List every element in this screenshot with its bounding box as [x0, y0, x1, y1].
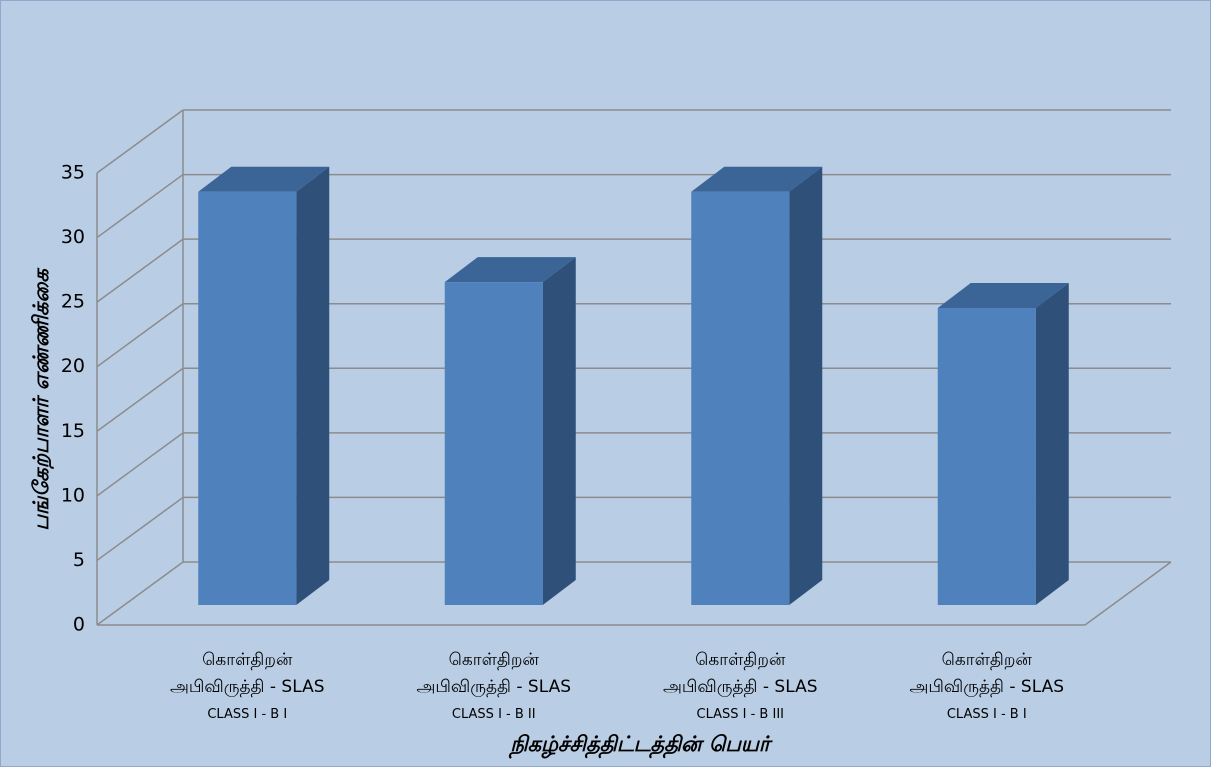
y-tick-label: 20	[61, 355, 85, 377]
x-tick-label: கொள்திறன் அபிவிருத்தி - SLAS CLASS I - B I	[170, 650, 325, 722]
grid-line-side	[96, 561, 184, 626]
bar-side	[789, 166, 823, 605]
bar-front	[444, 282, 543, 605]
x-tick-label: கொள்திறன் அபிவிருத்தி - SLAS CLASS I - B I…	[416, 650, 571, 722]
y-tick-label: 0	[73, 614, 85, 636]
x-tick-label-line: அபிவிருத்தி - SLAS	[909, 677, 1064, 697]
x-tick-label-line: கொள்திறன்	[449, 650, 540, 670]
bar	[937, 282, 1069, 605]
y-tick-label: 10	[61, 484, 85, 506]
x-tick-label-line: CLASS I - B III	[697, 707, 785, 722]
bar-side	[296, 166, 330, 605]
x-tick-label-line: அபிவிருத்தி - SLAS	[170, 677, 325, 697]
y-tick-label: 35	[61, 162, 85, 184]
x-tick-label-line: கொள்திறன்	[695, 650, 786, 670]
grid-line-side	[96, 303, 184, 368]
bar-top	[691, 166, 823, 192]
grid-line-side	[96, 173, 184, 239]
grid-line-side	[96, 238, 184, 303]
bar-side	[1035, 282, 1069, 605]
y-tick-label: 30	[61, 226, 85, 248]
bar	[444, 257, 576, 605]
x-tick-label-line: CLASS I - B I	[947, 707, 1027, 722]
bar-top	[937, 282, 1069, 308]
bar-top	[444, 257, 576, 283]
y-tick-label: 25	[61, 291, 85, 313]
bar	[198, 166, 330, 605]
x-tick-label-line: CLASS I - B II	[452, 707, 536, 722]
y-axis-title: பங்கேற்பாளர் எண்ணிக்கை	[29, 267, 55, 531]
x-tick-label-line: அபிவிருத்தி - SLAS	[416, 677, 571, 697]
floor-right	[1084, 561, 1172, 626]
x-tick-label-line: கொள்திறன்	[942, 650, 1033, 670]
bar	[691, 166, 823, 605]
grid-line-side	[96, 109, 184, 174]
y-tick-label: 5	[73, 549, 85, 571]
grid-line-side	[96, 367, 184, 432]
x-axis-title: நிகழ்ச்சித்திட்டத்தின் பெயர்	[508, 732, 773, 759]
bar-front	[198, 191, 297, 605]
bar-side	[542, 257, 576, 605]
bar-top	[198, 166, 330, 192]
grid-line-side	[96, 496, 184, 562]
y-tick-label: 15	[61, 420, 85, 442]
grid-line-side	[96, 432, 184, 497]
x-tick-label-line: அபிவிருத்தி - SLAS	[663, 677, 818, 697]
x-tick-label: கொள்திறன் அபிவிருத்தி - SLAS CLASS I - B I	[909, 650, 1064, 722]
bar-front	[691, 191, 790, 605]
x-tick-label: கொள்திறன் அபிவிருத்தி - SLAS CLASS I - B I…	[663, 650, 818, 722]
bar-front	[937, 307, 1036, 605]
x-tick-label-line: கொள்திறன்	[202, 650, 293, 670]
x-tick-label-line: CLASS I - B I	[207, 707, 287, 722]
